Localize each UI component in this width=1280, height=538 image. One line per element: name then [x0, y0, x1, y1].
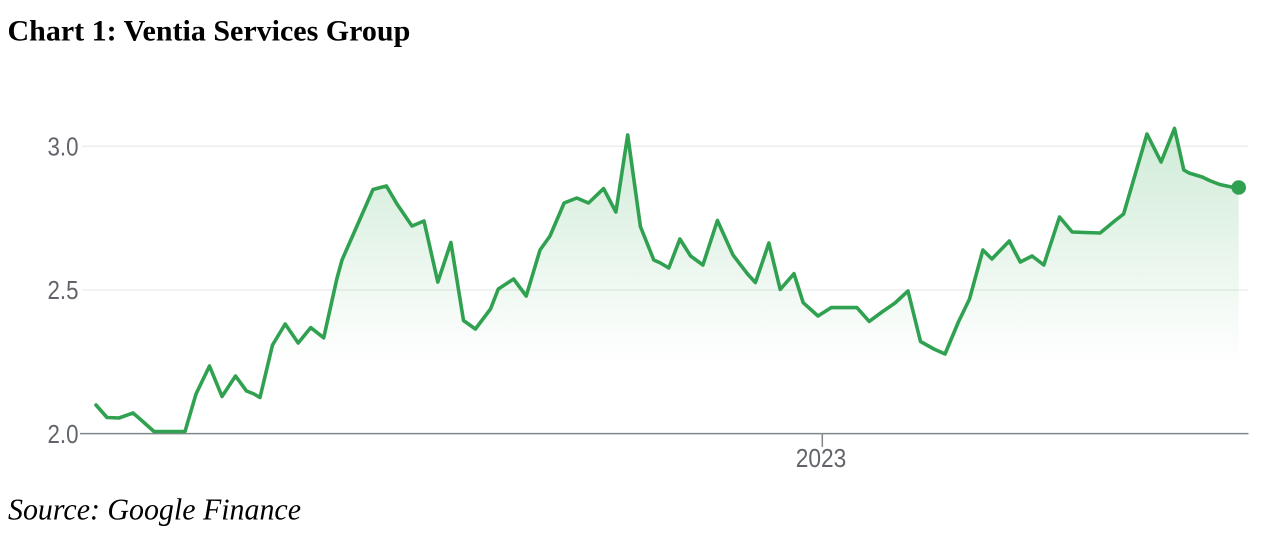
svg-text:3.0: 3.0	[48, 131, 79, 161]
svg-text:Chart 1: Ventia Services Group: Chart 1: Ventia Services Group	[8, 15, 411, 48]
svg-text:2.5: 2.5	[48, 275, 79, 305]
svg-text:Source: Google Finance: Source: Google Finance	[8, 492, 301, 527]
svg-text:2023: 2023	[796, 443, 847, 473]
svg-text:2.0: 2.0	[48, 419, 79, 449]
